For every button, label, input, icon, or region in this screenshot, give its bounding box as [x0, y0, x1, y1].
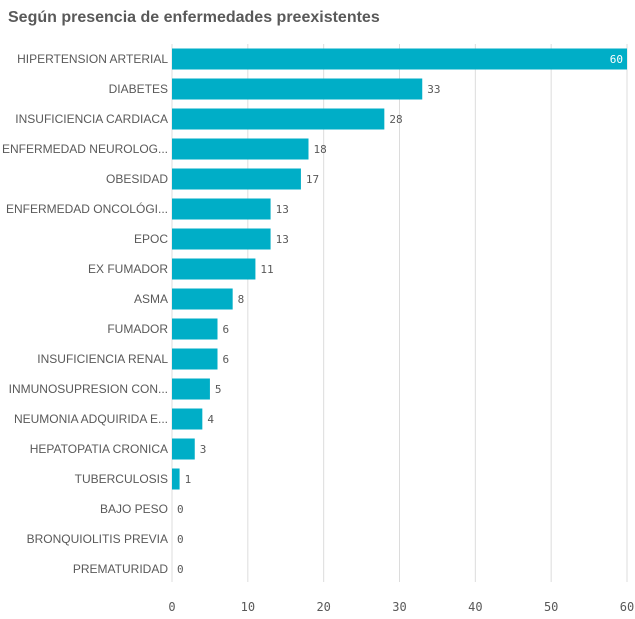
bars [172, 48, 627, 490]
value-labels: 60 33 28 18 17 13 13 11 8 6 6 5 4 3 1 0 0 0 [177, 53, 623, 576]
data-label: 60 [610, 53, 623, 66]
category-label: PREMATURIDAD [73, 562, 168, 576]
category-label: EPOC [134, 232, 168, 246]
data-label: 5 [215, 383, 222, 396]
x-tick-label: 10 [241, 600, 255, 614]
data-label: 0 [177, 503, 184, 516]
data-label: 33 [427, 83, 440, 96]
data-label: 6 [223, 353, 230, 366]
x-tick-label: 30 [392, 600, 406, 614]
category-labels: HIPERTENSION ARTERIAL DIABETES INSUFICIENC… [2, 52, 168, 576]
data-label: 13 [276, 233, 289, 246]
bar [172, 258, 256, 280]
x-tick-label: 40 [468, 600, 482, 614]
category-label: INSUFICIENCIA RENAL [37, 352, 168, 366]
category-label: FUMADOR [107, 322, 168, 336]
category-label: TUBERCULOSIS [75, 472, 168, 486]
bar [172, 168, 301, 190]
bar [172, 78, 423, 100]
category-label: OBESIDAD [106, 172, 168, 186]
bar [172, 438, 195, 460]
x-tick-label: 20 [316, 600, 330, 614]
category-label: HIPERTENSION ARTERIAL [17, 52, 168, 66]
bar [172, 228, 271, 250]
bar [172, 288, 233, 310]
category-label: EX FUMADOR [88, 262, 168, 276]
bar [172, 108, 385, 130]
data-label: 6 [223, 323, 230, 336]
category-label: INSUFICIENCIA CARDIACA [15, 112, 168, 126]
bar [172, 138, 309, 160]
data-label: 4 [207, 413, 214, 426]
bar [172, 468, 180, 490]
category-label: INMUNOSUPRESION CON... [9, 382, 168, 396]
data-label: 28 [389, 113, 402, 126]
bar [172, 48, 627, 70]
data-label: 8 [238, 293, 245, 306]
data-label: 0 [177, 533, 184, 546]
x-tick-label: 60 [620, 600, 634, 614]
category-label: ENFERMEDAD ONCOLÓGI... [6, 201, 168, 216]
data-label: 1 [185, 473, 192, 486]
category-label: DIABETES [109, 82, 168, 96]
bar [172, 378, 210, 400]
category-label: NEUMONIA ADQUIRIDA E... [14, 412, 168, 426]
data-label: 18 [314, 143, 327, 156]
bar [172, 318, 218, 340]
data-label: 0 [177, 563, 184, 576]
category-label: HEPATOPATIA CRONICA [30, 442, 168, 456]
bar [172, 198, 271, 220]
data-label: 17 [306, 173, 319, 186]
bar [172, 408, 203, 430]
data-label: 3 [200, 443, 207, 456]
data-label: 11 [260, 263, 273, 276]
x-axis-ticks: 0 10 20 30 40 50 60 [168, 600, 634, 614]
data-label: 13 [276, 203, 289, 216]
category-label: ASMA [134, 292, 168, 306]
category-label: BAJO PESO [100, 502, 168, 516]
gridlines [171, 44, 628, 582]
x-tick-label: 50 [544, 600, 558, 614]
chart-title: Según presencia de enfermedades preexist… [8, 9, 380, 26]
bar [172, 348, 218, 370]
category-label: BRONQUIOLITIS PREVIA [27, 532, 168, 546]
x-tick-label: 0 [168, 600, 175, 614]
category-label: ENFERMEDAD NEUROLOG... [2, 142, 168, 156]
